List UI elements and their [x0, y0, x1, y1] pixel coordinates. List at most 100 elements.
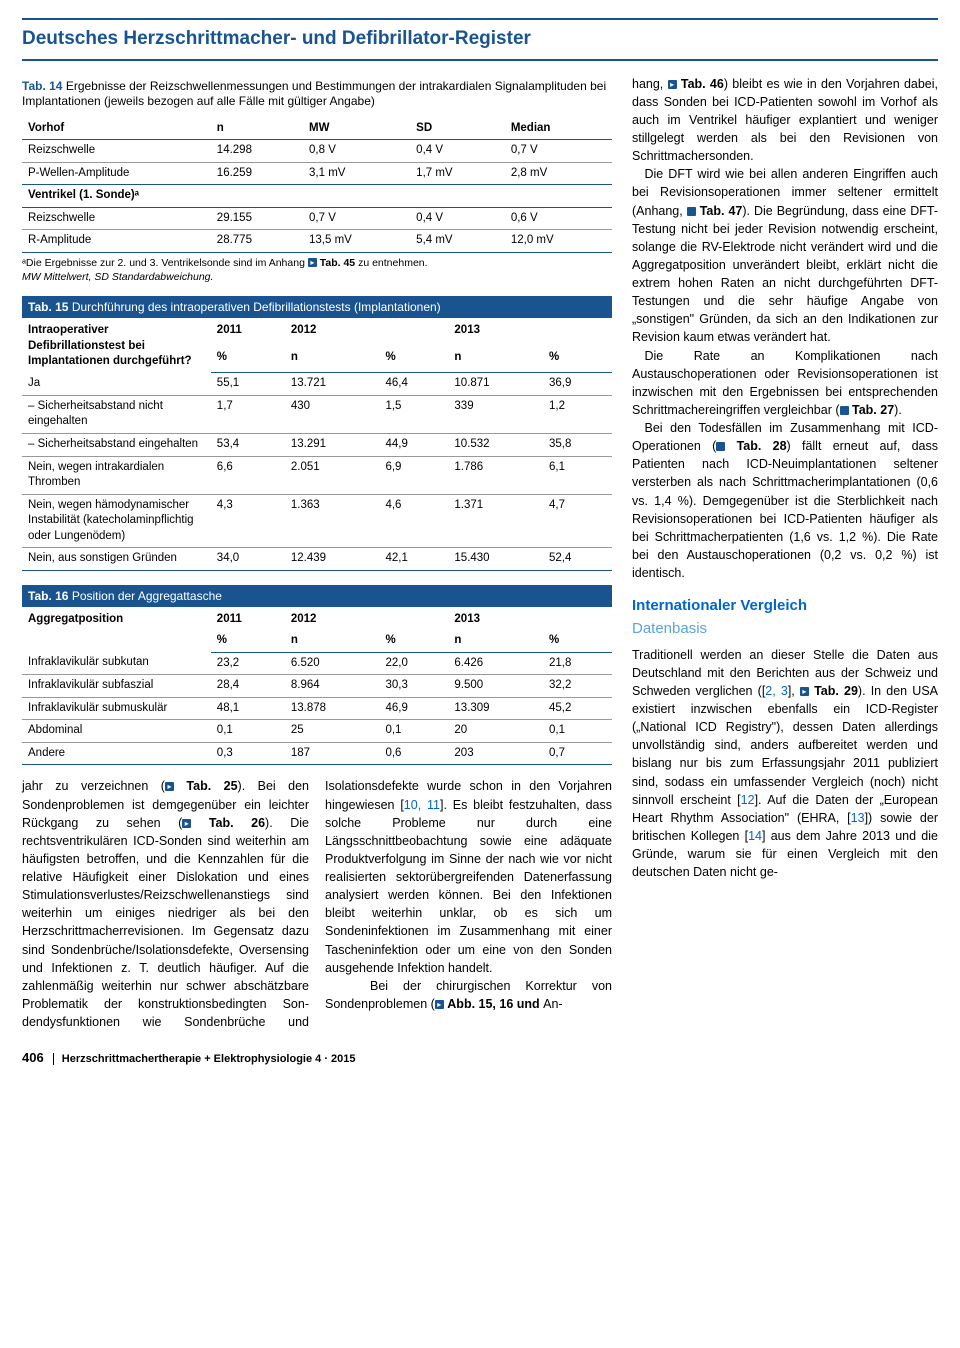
tab15-h1-2: 2012 [285, 318, 380, 346]
table-cell: 4,3 [211, 494, 285, 548]
footer-journal-text: Herzschrittmachertherapie + Elektrophysi… [62, 1053, 356, 1065]
tab14-caption: Tab. 14 Ergebnisse der Reizschwellenmess… [22, 75, 612, 116]
body-mid2: Bei der chirurgischen Korrektur von Sond… [325, 979, 612, 1011]
table-cell: 6.520 [285, 652, 380, 675]
tab15-h1-3 [379, 318, 448, 346]
table-cell: Infraklavikulär submuskulär [22, 697, 211, 720]
table-row: Abdominal0,1250,1200,1 [22, 720, 612, 743]
table-row: R-Amplitude28.77513,5 mV5,4 mV12,0 mV [22, 230, 612, 253]
table-cell: 29.155 [211, 207, 303, 230]
table-cell: 1,7 [211, 395, 285, 433]
table-cell: 0,1 [211, 720, 285, 743]
tab16-caption-text: Position der Aggregattasche [72, 589, 222, 603]
table-cell: 1.363 [285, 494, 380, 548]
tab16-h1-5 [543, 607, 612, 631]
table-cell: 42,1 [379, 548, 448, 571]
table-cell: Infraklavikulär subfaszial [22, 675, 211, 698]
tab15-h1-4: 2013 [448, 318, 543, 346]
table-cell: 187 [285, 742, 380, 765]
table-cell: 44,9 [379, 433, 448, 456]
table-cell: 0,4 V [410, 140, 505, 163]
table-cell: 10.871 [448, 373, 543, 396]
table-cell: 0,7 [543, 742, 612, 765]
tab15-header1: Intraoperativer Defibrillationstest bei … [22, 318, 612, 346]
tab15-h2-3: % [379, 347, 448, 373]
table-row: Infraklavikulär subkutan23,26.52022,06.4… [22, 652, 612, 675]
table-row: Nein, wegen hämodynamischer Instabilität… [22, 494, 612, 548]
table-cell: 1.371 [448, 494, 543, 548]
table-cell: 2.051 [285, 456, 380, 494]
table-cell: 0,7 V [505, 140, 612, 163]
table-row: Nein, aus sonstigen Gründen34,012.43942,… [22, 548, 612, 571]
table-cell: 0,4 V [410, 207, 505, 230]
table-cell: 36,9 [543, 373, 612, 396]
tab16-h2-4: n [448, 630, 543, 652]
table-cell: Reizschwelle [22, 140, 211, 163]
tab14-table: Vorhof n MW SD Median Reizschwelle14.298… [22, 116, 612, 253]
table-cell: 13.721 [285, 373, 380, 396]
tab16-h2-1: % [211, 630, 285, 652]
table-cell: 1,7 mV [410, 162, 505, 185]
right-p1: hang, ▸ Tab. 46) bleibt es wie in den Vo… [632, 75, 938, 166]
tab14-section2-label: Ventrikel (1. Sonde)ᵃ [22, 185, 612, 208]
table-cell: 45,2 [543, 697, 612, 720]
tab15-h1-5 [543, 318, 612, 346]
table-cell: 1.786 [448, 456, 543, 494]
table-cell: 14.298 [211, 140, 303, 163]
table-row: Infraklavikulär subfaszial28,48.96430,39… [22, 675, 612, 698]
tab14-col2: MW [303, 116, 410, 140]
table-cell: 203 [448, 742, 543, 765]
table-cell: 34,0 [211, 548, 285, 571]
section-heading-1: Internationaler Vergleich [632, 596, 938, 616]
table-cell: Nein, wegen hämodynamischer Instabilität… [22, 494, 211, 548]
right-p2: Die DFT wird wie bei allen anderen Eingr… [632, 165, 938, 346]
tab14-header-row: Vorhof n MW SD Median [22, 116, 612, 140]
table-cell: 0,3 [211, 742, 285, 765]
tab15-h1-1: 2011 [211, 318, 285, 346]
table-cell: 6,1 [543, 456, 612, 494]
table-row: Infraklavikulär submuskulär48,113.87846,… [22, 697, 612, 720]
table-cell: 6.426 [448, 652, 543, 675]
table-cell: 46,9 [379, 697, 448, 720]
table-cell: 3,1 mV [303, 162, 410, 185]
page-header: Deutsches Herzschrittmacher- und Defibri… [22, 18, 938, 61]
tab16-h1-4: 2013 [448, 607, 543, 631]
tab16-h1-3 [379, 607, 448, 631]
table-cell: 12.439 [285, 548, 380, 571]
table-row: Reizschwelle14.2980,8 V0,4 V0,7 V [22, 140, 612, 163]
table-cell: 46,4 [379, 373, 448, 396]
tab16-caption: Tab. 16 Position der Aggregattasche [22, 585, 612, 607]
table-cell: 13.291 [285, 433, 380, 456]
page-footer: 406 Herzschrittmachertherapie + Elektrop… [22, 1049, 938, 1067]
tab14-caption-text: Ergebnisse der Reizschwellenmessungen un… [22, 79, 606, 109]
table-cell: Reizschwelle [22, 207, 211, 230]
main-grid: Tab. 14 Ergebnisse der Reizschwellenmess… [22, 75, 938, 1032]
table-cell: 28.775 [211, 230, 303, 253]
table-cell: 30,3 [379, 675, 448, 698]
table-cell: 6,6 [211, 456, 285, 494]
tab15-h1-0: Intraoperativer Defibrillationstest bei … [22, 318, 211, 373]
table-row: Nein, wegen intrakardialen Thromben6,62.… [22, 456, 612, 494]
table-row: Reizschwelle29.1550,7 V0,4 V0,6 V [22, 207, 612, 230]
table-cell: 15.430 [448, 548, 543, 571]
tab14-col1: n [211, 116, 303, 140]
table-cell: 430 [285, 395, 380, 433]
table-cell: 20 [448, 720, 543, 743]
table-cell: 0,1 [379, 720, 448, 743]
table-cell: 28,4 [211, 675, 285, 698]
table-cell: 0,8 V [303, 140, 410, 163]
table-cell: 16.259 [211, 162, 303, 185]
tab14-label: Tab. 14 [22, 79, 62, 93]
table-row: Ja55,113.72146,410.87136,9 [22, 373, 612, 396]
tab15-h2-5: % [543, 347, 612, 373]
tab16-h1-1: 2011 [211, 607, 285, 631]
body-text-columns: jahr zu verzeichnen (▸ Tab. 25). Bei den… [22, 777, 612, 1031]
table-row: – Sicherheitsabstand eingehalten53,413.2… [22, 433, 612, 456]
right-column: hang, ▸ Tab. 46) bleibt es wie in den Vo… [632, 75, 938, 1032]
table-cell: 10.532 [448, 433, 543, 456]
tab14-fn-c: zu entnehmen. [355, 257, 427, 269]
table-cell: Infraklavikulär subkutan [22, 652, 211, 675]
tab16-label: Tab. 16 [28, 589, 68, 603]
table-cell: Nein, aus sonstigen Gründen [22, 548, 211, 571]
table-cell: – Sicherheitsabstand eingehalten [22, 433, 211, 456]
